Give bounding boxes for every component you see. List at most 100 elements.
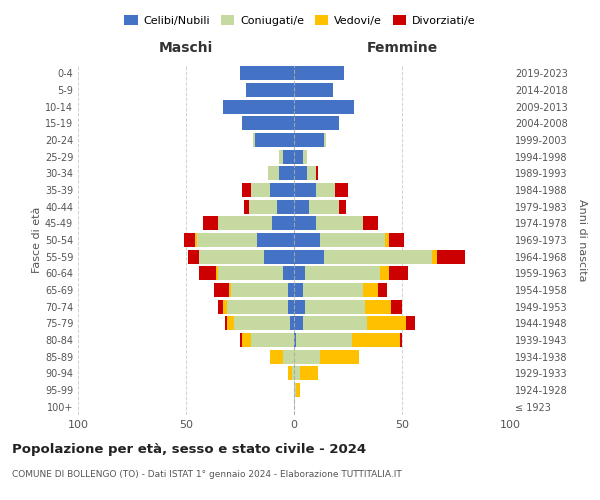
Bar (232, 283, 287, 297)
Bar (218, 216, 272, 230)
Bar (272, 216, 294, 230)
Bar (294, 66, 344, 80)
Bar (251, 333, 294, 347)
Bar (305, 266, 380, 280)
Bar (320, 233, 385, 247)
Bar (302, 150, 307, 164)
Bar (391, 300, 402, 314)
Bar (320, 350, 359, 364)
Bar (283, 350, 294, 364)
Bar (294, 166, 307, 180)
Bar (340, 200, 346, 214)
Bar (352, 333, 400, 347)
Bar (294, 133, 324, 147)
Bar (378, 283, 387, 297)
Bar (296, 383, 301, 397)
Bar (197, 233, 257, 247)
Bar (432, 250, 437, 264)
Bar (194, 233, 197, 247)
Bar (184, 233, 194, 247)
Bar (385, 233, 389, 247)
Bar (294, 83, 333, 97)
Bar (199, 250, 264, 264)
Bar (279, 166, 294, 180)
Bar (294, 283, 302, 297)
Bar (302, 316, 367, 330)
Bar (242, 333, 251, 347)
Bar (203, 216, 218, 230)
Bar (294, 383, 296, 397)
Bar (305, 300, 365, 314)
Bar (316, 183, 335, 197)
Text: Popolazione per età, sesso e stato civile - 2024: Popolazione per età, sesso e stato civil… (12, 442, 366, 456)
Bar (287, 366, 292, 380)
Bar (225, 316, 227, 330)
Bar (251, 183, 270, 197)
Bar (214, 283, 229, 297)
Bar (227, 316, 233, 330)
Bar (270, 350, 283, 364)
Bar (324, 250, 432, 264)
Bar (188, 250, 199, 264)
Bar (268, 166, 279, 180)
Bar (242, 183, 251, 197)
Bar (316, 166, 318, 180)
Bar (309, 200, 340, 214)
Bar (324, 133, 326, 147)
Bar (294, 200, 309, 214)
Bar (294, 216, 316, 230)
Bar (287, 283, 294, 297)
Bar (255, 133, 294, 147)
Bar (229, 283, 232, 297)
Bar (389, 266, 409, 280)
Bar (365, 300, 391, 314)
Bar (279, 150, 283, 164)
Bar (307, 166, 316, 180)
Bar (400, 333, 402, 347)
Bar (294, 300, 305, 314)
Bar (301, 366, 318, 380)
Bar (240, 66, 294, 80)
Bar (257, 233, 294, 247)
Bar (437, 250, 464, 264)
Bar (283, 266, 294, 280)
Bar (380, 266, 389, 280)
Bar (294, 333, 296, 347)
Bar (294, 150, 302, 164)
Bar (244, 200, 248, 214)
Bar (199, 266, 216, 280)
Bar (277, 200, 294, 214)
Bar (242, 116, 294, 130)
Bar (406, 316, 415, 330)
Bar (253, 133, 255, 147)
Bar (223, 300, 227, 314)
Bar (292, 366, 294, 380)
Bar (290, 316, 294, 330)
Bar (227, 300, 287, 314)
Bar (316, 216, 363, 230)
Text: Maschi: Maschi (159, 40, 213, 54)
Y-axis label: Anni di nascita: Anni di nascita (577, 198, 587, 281)
Bar (335, 183, 348, 197)
Bar (363, 216, 378, 230)
Bar (216, 266, 218, 280)
Bar (218, 300, 223, 314)
Bar (294, 250, 324, 264)
Bar (294, 266, 305, 280)
Bar (294, 100, 355, 114)
Bar (287, 300, 294, 314)
Bar (218, 266, 283, 280)
Legend: Celibi/Nubili, Coniugati/e, Vedovi/e, Divorziati/e: Celibi/Nubili, Coniugati/e, Vedovi/e, Di… (120, 10, 480, 30)
Bar (240, 333, 242, 347)
Bar (294, 183, 316, 197)
Bar (264, 250, 294, 264)
Bar (247, 83, 294, 97)
Bar (294, 233, 320, 247)
Bar (294, 366, 301, 380)
Bar (283, 150, 294, 164)
Bar (248, 200, 277, 214)
Bar (363, 283, 378, 297)
Bar (296, 333, 352, 347)
Bar (389, 233, 404, 247)
Bar (270, 183, 294, 197)
